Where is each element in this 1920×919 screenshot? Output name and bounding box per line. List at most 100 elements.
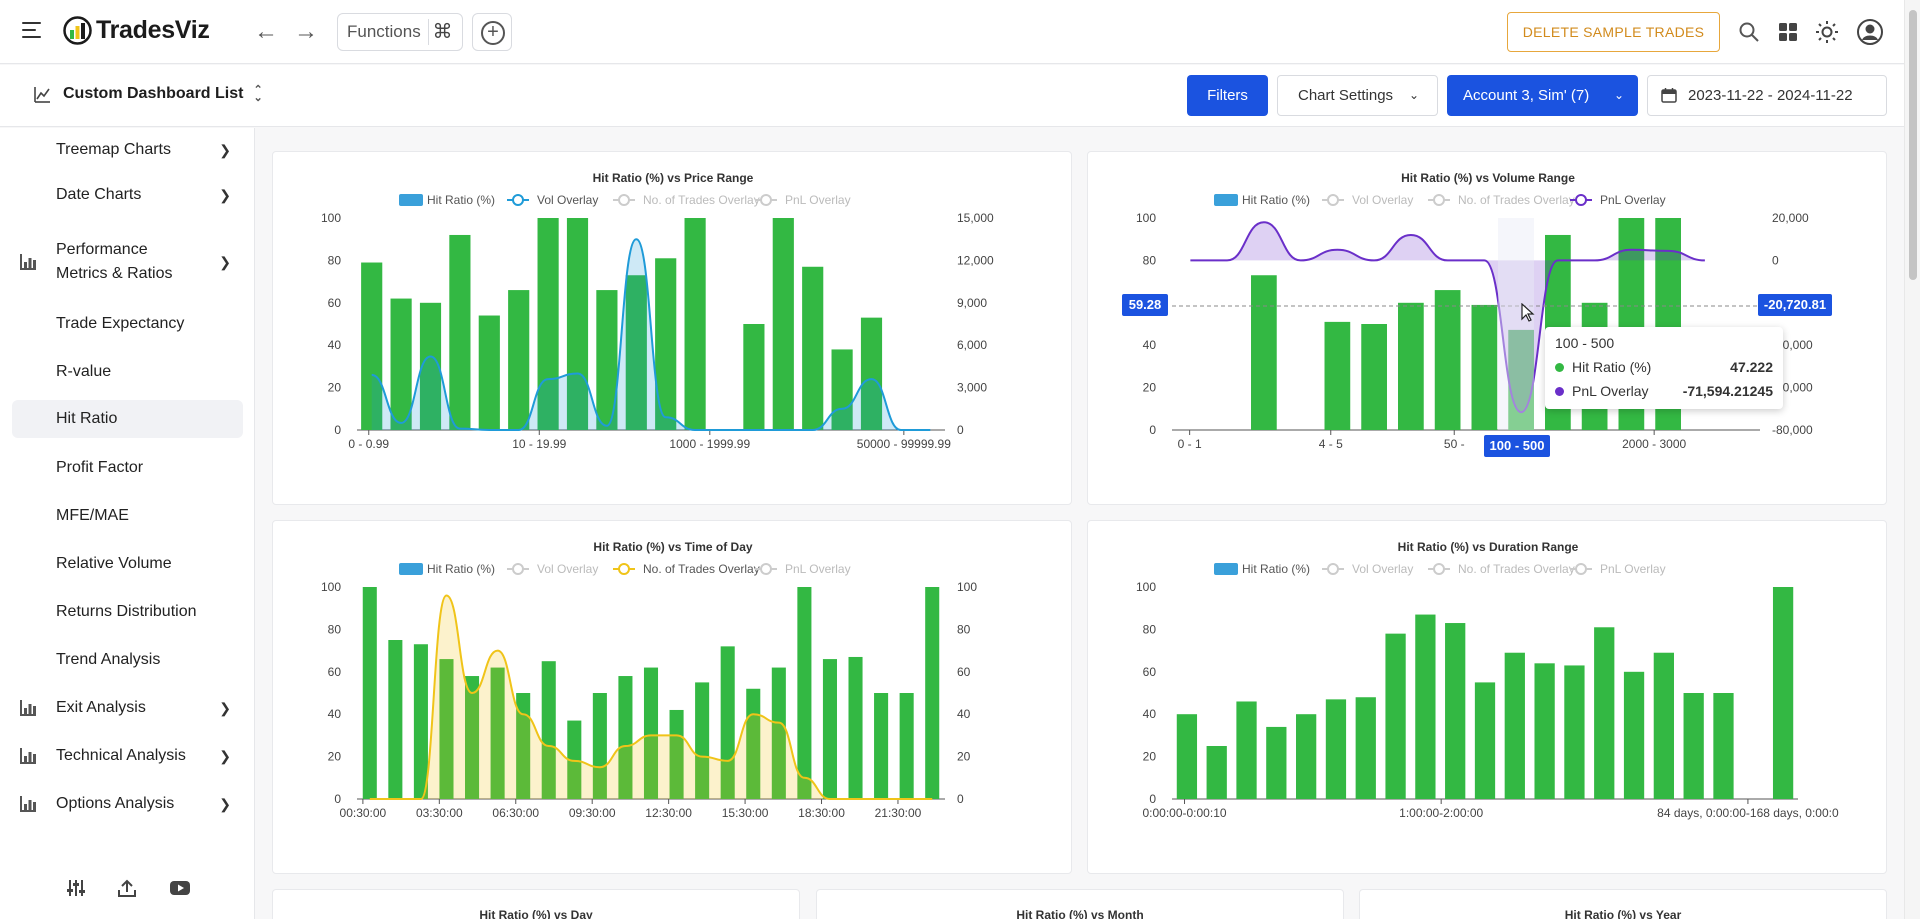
chart-title: Hit Ratio (%) vs Year xyxy=(1564,908,1682,919)
menu-icon[interactable] xyxy=(22,22,41,40)
bar xyxy=(1623,671,1645,799)
x-tick-label: 0:00:00-0:00:10 xyxy=(1142,806,1226,820)
y2-tick-label: 3,000 xyxy=(957,381,987,395)
bar xyxy=(1445,623,1466,799)
sidebar-item-r-value[interactable]: R-value xyxy=(12,362,243,382)
chevron-down-icon: ❯ xyxy=(219,699,231,716)
bar xyxy=(771,667,786,799)
back-arrow-icon[interactable]: ← xyxy=(254,18,278,45)
sidebar-item-performance-metrics[interactable]: Performance Metrics & Ratios ❯ xyxy=(12,240,243,284)
y2-tick-label: 6,000 xyxy=(957,338,987,352)
bar xyxy=(1653,652,1674,799)
legend-marker xyxy=(1575,563,1587,575)
bar xyxy=(516,693,531,799)
bar xyxy=(1176,714,1198,799)
chevron-down-icon: ❯ xyxy=(219,253,231,270)
bar xyxy=(743,324,765,430)
line-chart-icon xyxy=(34,86,50,103)
sidebar-item-returns-distribution[interactable]: Returns Distribution xyxy=(12,602,243,622)
bar xyxy=(1594,627,1615,799)
mouse-cursor-icon xyxy=(1521,303,1535,322)
y-tick-label: 80 xyxy=(1143,253,1157,267)
sidebar-item-relative-volume[interactable]: Relative Volume xyxy=(12,554,243,574)
filters-button[interactable]: Filters xyxy=(1187,75,1268,116)
youtube-icon[interactable] xyxy=(169,878,191,898)
chevron-down-icon: ❯ xyxy=(219,141,231,158)
bar xyxy=(1361,324,1387,430)
x-tick-label: 03:30:00 xyxy=(416,806,463,820)
legend-label: PnL Overlay xyxy=(785,193,851,207)
logo-icon xyxy=(63,16,92,45)
hit-ratio-time-of-day-chart[interactable]: Hit Ratio (%) vs Time of Day Hit Ratio (%… xyxy=(273,521,1073,875)
legend-label: PnL Overlay xyxy=(1600,562,1666,576)
hit-ratio-volume-range-chart[interactable]: Hit Ratio (%) vs Volume Range Hit Ratio (… xyxy=(1088,152,1888,506)
y-tick-label: 80 xyxy=(328,253,342,267)
dashboard-header: Custom Dashboard List ⌃ ⌄ Filters Chart S… xyxy=(0,65,1904,127)
y2-tick-label: 60 xyxy=(957,665,971,679)
overlay-line xyxy=(369,594,933,800)
sidebar-item-options-analysis[interactable]: Options Analysis ❯ xyxy=(12,794,243,814)
dashboard-title: Custom Dashboard List xyxy=(63,85,244,102)
upload-icon[interactable] xyxy=(117,878,137,898)
sidebar-item-label: Trade Expectancy xyxy=(56,315,185,332)
delete-sample-trades-button[interactable]: DELETE SAMPLE TRADES xyxy=(1507,12,1720,52)
hit-ratio-price-range-chart[interactable]: Hit Ratio (%) vs Price Range Hit Ratio (%… xyxy=(273,152,1073,506)
legend-marker xyxy=(1327,563,1339,575)
sidebar-item-treemap-charts[interactable]: Treemap Charts ❯ xyxy=(12,140,243,160)
legend-label: No. of Trades Overlay xyxy=(643,193,760,207)
bar xyxy=(1504,652,1525,799)
top-bar: TradesViz ← → Functions ⌘ + DELETE SAMPL… xyxy=(0,0,1904,64)
chart-settings-button[interactable]: Chart Settings ⌄ xyxy=(1277,75,1438,116)
sidebar-item-label: Date Charts xyxy=(56,186,142,203)
add-button[interactable]: + xyxy=(472,13,512,51)
legend-label: No. of Trades Overlay xyxy=(1458,562,1575,576)
account-selector[interactable]: Account 3, Sim' (7) ⌄ xyxy=(1447,75,1638,116)
bar xyxy=(1324,321,1351,430)
bar xyxy=(1434,290,1461,430)
plus-icon: + xyxy=(481,21,505,45)
date-range-picker[interactable]: 2023-11-22 - 2024-11-22 xyxy=(1647,75,1887,116)
sliders-icon[interactable] xyxy=(66,878,86,898)
user-avatar-icon[interactable] xyxy=(1857,19,1883,45)
y-tick-label: 100 xyxy=(1136,580,1156,594)
y-tick-label: 40 xyxy=(1143,707,1157,721)
bar xyxy=(925,587,940,799)
sidebar-item-technical-analysis[interactable]: Technical Analysis ❯ xyxy=(12,746,243,766)
sidebar-item-mfe-mae[interactable]: MFE/MAE xyxy=(12,506,243,526)
chart-title: Hit Ratio (%) vs Duration Range xyxy=(1398,540,1579,554)
sidebar-item-exit-analysis[interactable]: Exit Analysis ❯ xyxy=(12,698,243,718)
sun-icon[interactable] xyxy=(1815,20,1839,44)
search-icon[interactable] xyxy=(1737,20,1761,44)
apps-grid-icon[interactable] xyxy=(1776,20,1800,44)
sidebar-item-label: Options Analysis xyxy=(56,795,175,812)
dashboard-selector[interactable]: Custom Dashboard List ⌃ ⌄ xyxy=(34,85,263,104)
sidebar-item-trend-analysis[interactable]: Trend Analysis xyxy=(12,650,243,670)
bar xyxy=(1683,693,1704,799)
logo[interactable]: TradesViz xyxy=(63,16,210,45)
page-scrollbar[interactable] xyxy=(1904,0,1920,919)
bar xyxy=(1772,587,1794,799)
x-tick-label: 50000 - 99999.99 xyxy=(857,437,951,451)
sidebar-item-profit-factor[interactable]: Profit Factor xyxy=(12,458,243,478)
legend-label: PnL Overlay xyxy=(785,562,851,576)
sidebar-item-hit-ratio[interactable]: Hit Ratio xyxy=(12,400,243,438)
hover-highlight xyxy=(1498,218,1534,430)
chart-title: Hit Ratio (%) vs Price Range xyxy=(593,171,754,185)
scrollbar-thumb[interactable] xyxy=(1909,10,1917,280)
legend-marker xyxy=(1433,194,1445,206)
forward-arrow-icon[interactable]: → xyxy=(294,18,318,45)
overlay-area xyxy=(369,595,933,799)
chart-title: Hit Ratio (%) vs Day xyxy=(479,908,593,919)
legend-marker xyxy=(1575,194,1587,206)
y-tick-label: 20 xyxy=(328,381,342,395)
tooltip-title: 100 - 500 xyxy=(1555,335,1615,351)
sidebar-item-trade-expectancy[interactable]: Trade Expectancy xyxy=(12,314,243,334)
bar xyxy=(802,266,824,430)
legend-marker xyxy=(1327,194,1339,206)
legend-label: Hit Ratio (%) xyxy=(1242,193,1310,207)
x-tick-label: 1:00:00-2:00:00 xyxy=(1399,806,1483,820)
sidebar-item-date-charts[interactable]: Date Charts ❯ xyxy=(12,185,243,205)
hit-ratio-duration-range-chart[interactable]: Hit Ratio (%) vs Duration Range Hit Ratio… xyxy=(1088,521,1888,875)
functions-button[interactable]: Functions ⌘ xyxy=(337,13,463,51)
bar xyxy=(860,317,883,430)
